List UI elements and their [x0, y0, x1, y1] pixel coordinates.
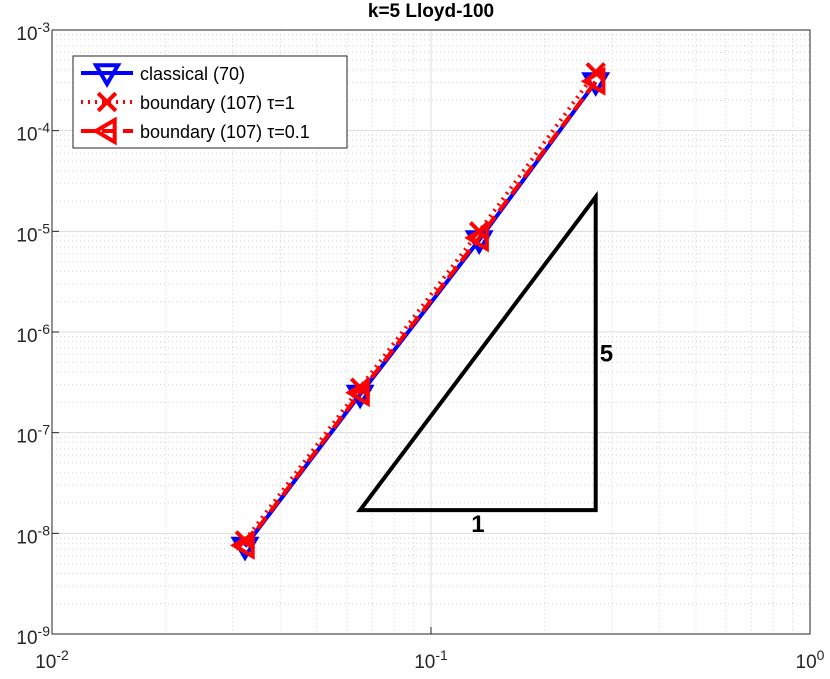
y-tick-label: 10-4 [16, 120, 50, 146]
y-tick-label: 10-3 [16, 19, 50, 45]
x-tick-label: 10-1 [414, 647, 448, 673]
slope-triangle [356, 190, 598, 513]
marker [230, 530, 255, 560]
y-tick-label: 10-5 [16, 220, 50, 246]
legend-marker [92, 63, 122, 88]
marker [345, 378, 370, 408]
chart-title: k=5 Lloyd-100 [368, 1, 494, 22]
y-tick-label: 10-8 [16, 522, 50, 548]
slope-run-label: 1 [471, 511, 484, 538]
y-tick-label: 10-9 [16, 623, 50, 649]
legend-marker [96, 91, 118, 113]
legend-marker [92, 116, 117, 146]
legend: classical (70) boundary (107) τ=1 boundary… [72, 55, 348, 149]
series-line [243, 80, 598, 547]
x-tick-label: 10-2 [35, 647, 69, 673]
x-tick-label: 100 [796, 647, 825, 673]
slope-rise-label: 5 [600, 340, 613, 367]
axes-box [51, 29, 811, 635]
marker [464, 223, 489, 253]
marker [580, 66, 606, 96]
legend-label: classical (70) [140, 64, 245, 84]
y-tick-label: 10-6 [16, 321, 50, 347]
y-tick-label: 10-7 [16, 422, 50, 448]
legend-label: boundary (107) τ=1 [140, 93, 295, 113]
legend-label: boundary (107) τ=0.1 [140, 122, 310, 142]
